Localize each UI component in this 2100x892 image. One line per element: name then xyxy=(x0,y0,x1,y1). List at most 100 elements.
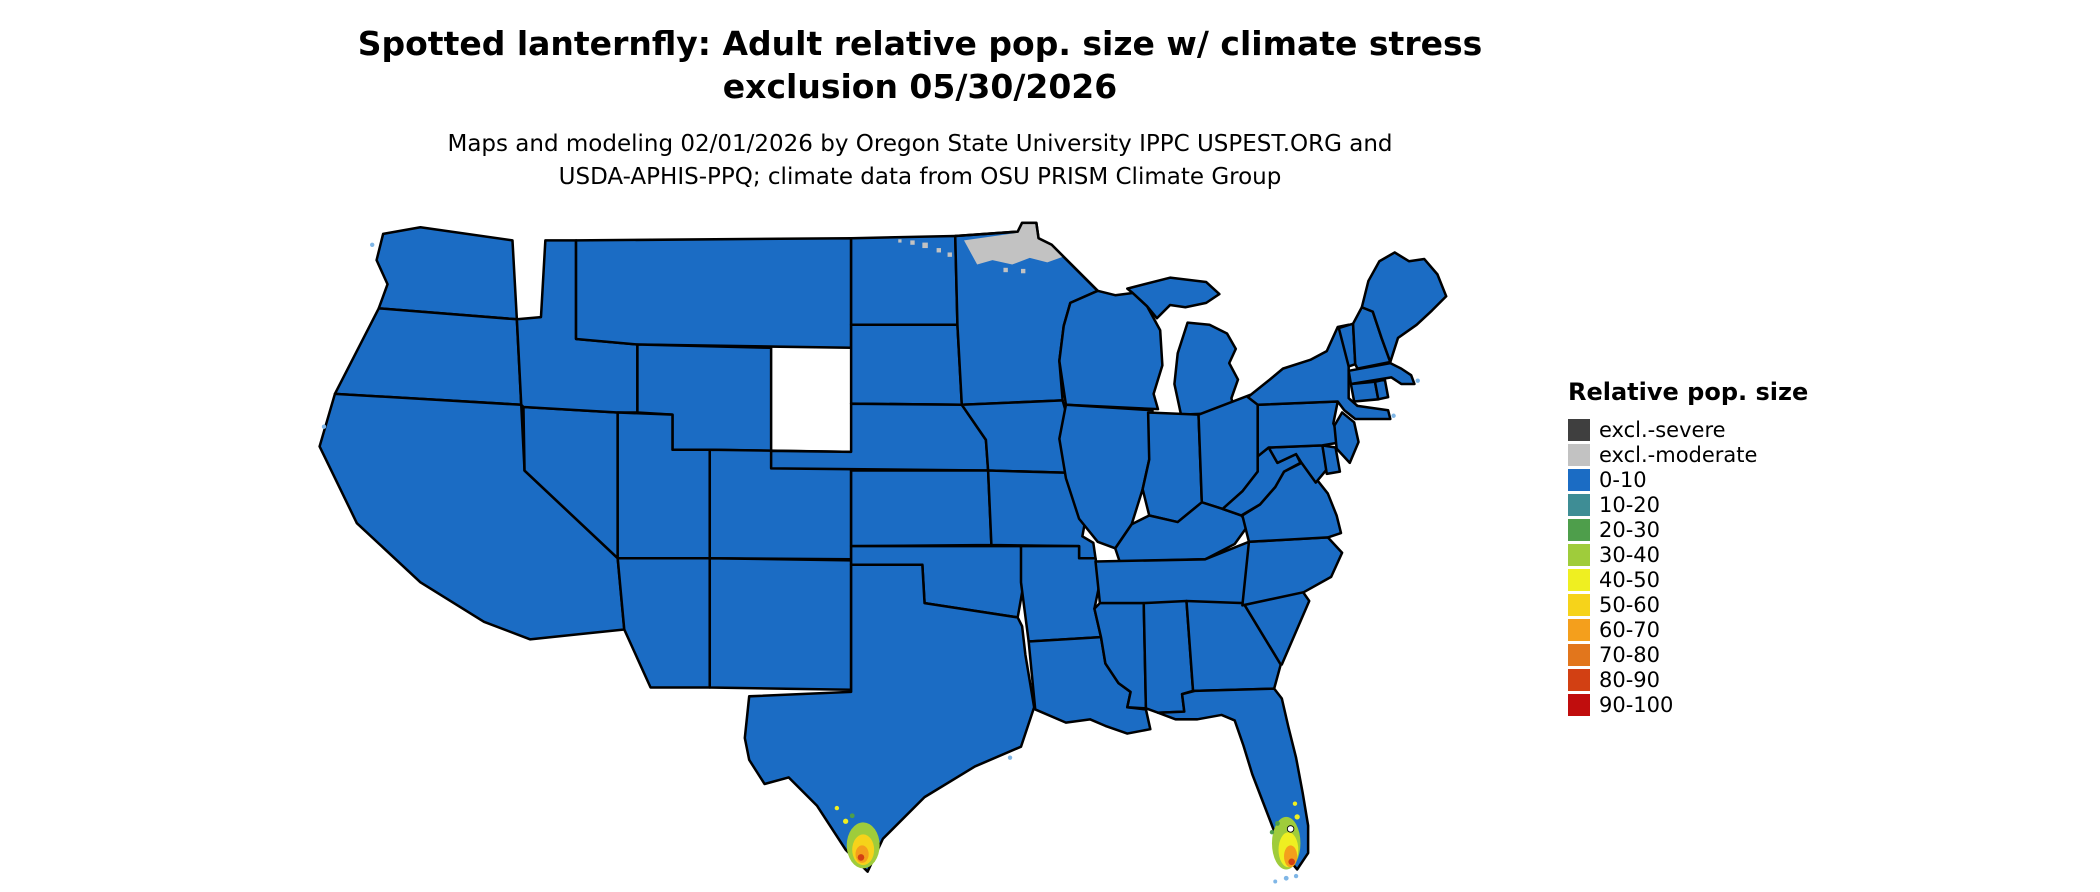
legend-item-label: 90-100 xyxy=(1599,693,1674,717)
legend-swatch-70-80 xyxy=(1568,644,1590,666)
state-michigan-lower xyxy=(1173,321,1240,416)
state-south-dakota xyxy=(849,323,964,407)
state-florida xyxy=(1156,687,1310,871)
legend-swatch-50-60 xyxy=(1568,594,1590,616)
legend-title: Relative pop. size xyxy=(1568,378,1809,406)
legend-item: 0-10 xyxy=(1568,469,1808,491)
legend-item-label: excl.-moderate xyxy=(1599,443,1758,467)
hotspot-blob-80-90 xyxy=(1288,858,1295,866)
legend-swatch-0-10 xyxy=(1568,469,1590,491)
state-north-carolina xyxy=(1241,536,1344,607)
state-kansas xyxy=(849,469,993,548)
coast-speckle xyxy=(370,242,375,247)
title-line-2: exclusion 05/30/2026 xyxy=(722,67,1118,106)
legend-swatch-60-70 xyxy=(1568,619,1590,641)
us-map xyxy=(318,221,1448,884)
exclusion-zone-northern-minnesota xyxy=(964,223,1063,265)
coast-speckle xyxy=(1283,875,1289,881)
exclusion-speckle xyxy=(947,252,952,257)
exclusion-speckle xyxy=(898,239,902,243)
state-new-mexico xyxy=(708,556,853,691)
legend-item-label: 20-30 xyxy=(1599,518,1661,542)
state-wisconsin xyxy=(1058,289,1164,411)
state-oregon xyxy=(333,307,523,407)
legend-item-label: 80-90 xyxy=(1599,668,1661,692)
coast-speckle xyxy=(321,424,327,429)
hotspot-speckle xyxy=(1269,830,1275,835)
hotspot-blob-80-90 xyxy=(857,854,865,861)
coast-speckle xyxy=(1415,378,1420,383)
legend-item: 80-90 xyxy=(1568,669,1808,691)
state-connecticut xyxy=(1349,380,1380,403)
subtitle-line-1: Maps and modeling 02/01/2026 by Oregon S… xyxy=(447,131,1393,157)
minnesota-border-redraw xyxy=(953,221,1099,293)
state-texas xyxy=(743,563,1036,873)
state-indiana xyxy=(1141,411,1204,524)
coast-speckle xyxy=(1293,873,1299,879)
exclusion-speckle xyxy=(936,248,941,253)
legend-item-label: 60-70 xyxy=(1599,618,1661,642)
legend-item: excl.-severe xyxy=(1568,419,1808,441)
state-rhode-island xyxy=(1373,378,1390,401)
states-layer xyxy=(318,221,1448,873)
us-map-figure xyxy=(258,213,1510,887)
legend-item-label: 10-20 xyxy=(1599,493,1661,517)
exclusion-speckle xyxy=(1020,268,1026,274)
state-arkansas xyxy=(1019,544,1103,643)
coast-speckle xyxy=(1391,413,1396,418)
exclusion-moderate-layer xyxy=(898,221,1099,293)
florida-hotspot xyxy=(1269,801,1301,870)
legend-item: 40-50 xyxy=(1568,569,1808,591)
state-montana xyxy=(574,236,853,350)
legend-item-label: excl.-severe xyxy=(1599,418,1726,442)
hotspot-speckle xyxy=(1275,821,1280,826)
legend-item: 70-80 xyxy=(1568,644,1808,666)
legend-swatch-30-40 xyxy=(1568,544,1590,566)
state-maine xyxy=(1360,251,1448,364)
legend-item: 10-20 xyxy=(1568,494,1808,516)
exclusion-speckle xyxy=(1003,267,1008,273)
legend-item: 60-70 xyxy=(1568,619,1808,641)
legend-item-label: 40-50 xyxy=(1599,568,1661,592)
legend-item-label: 70-80 xyxy=(1599,643,1661,667)
legend-swatch-40-50 xyxy=(1568,569,1590,591)
hotspot-speckle xyxy=(843,818,849,824)
exclusion-speckle xyxy=(922,242,928,249)
page-title: Spotted lanternfly: Adult relative pop. … xyxy=(0,22,1840,108)
legend-item: excl.-moderate xyxy=(1568,444,1808,466)
title-line-1: Spotted lanternfly: Adult relative pop. … xyxy=(357,24,1483,63)
legend-swatch-90-100 xyxy=(1568,694,1590,716)
legend: Relative pop. size excl.-severe excl.-mo… xyxy=(1568,378,1808,719)
legend-item: 50-60 xyxy=(1568,594,1808,616)
legend-item-label: 0-10 xyxy=(1599,468,1647,492)
legend-item: 20-30 xyxy=(1568,519,1808,541)
texas-hotspot xyxy=(834,805,880,869)
legend-swatch-20-30 xyxy=(1568,519,1590,541)
state-north-dakota xyxy=(849,234,959,327)
page-subtitle: Maps and modeling 02/01/2026 by Oregon S… xyxy=(0,128,1840,194)
state-washington xyxy=(375,225,519,321)
legend-item: 30-40 xyxy=(1568,544,1808,566)
legend-swatch-10-20 xyxy=(1568,494,1590,516)
coast-speckle xyxy=(1273,879,1278,884)
hotspot-speckle xyxy=(1292,801,1298,806)
legend-item: 90-100 xyxy=(1568,694,1808,716)
state-arizona xyxy=(616,556,712,689)
subtitle-line-2: USDA-APHIS-PPQ; climate data from OSU PR… xyxy=(558,164,1282,190)
hotspot-speckle xyxy=(849,813,855,819)
coast-speckle xyxy=(1007,755,1013,760)
state-nebraska xyxy=(769,402,990,472)
legend-swatch-excl-severe xyxy=(1568,419,1590,441)
hotspot-speckle xyxy=(1294,814,1300,820)
state-new-jersey xyxy=(1333,411,1360,465)
state-michigan-upper xyxy=(1126,276,1221,320)
state-delaware xyxy=(1321,444,1342,476)
hotspot-speckle xyxy=(834,805,840,811)
lake-okeechobee xyxy=(1286,825,1295,833)
coastal-speckles xyxy=(321,242,1420,884)
state-pennsylvania xyxy=(1256,400,1344,458)
exclusion-speckle xyxy=(910,240,915,245)
legend-swatch-excl-moderate xyxy=(1568,444,1590,466)
legend-item-label: 30-40 xyxy=(1599,543,1661,567)
